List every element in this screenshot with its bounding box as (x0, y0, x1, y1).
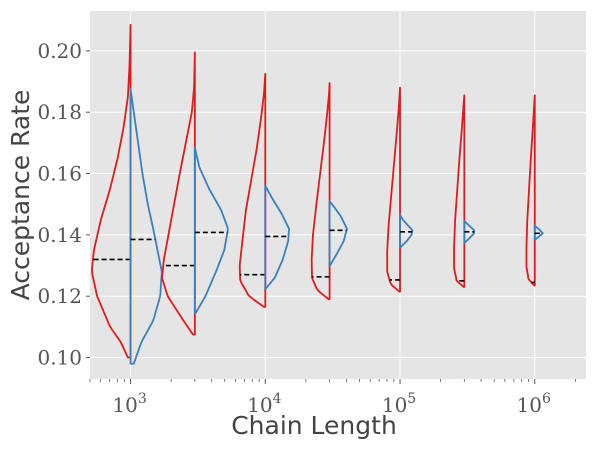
y-tick-label: 0.20 (37, 39, 82, 63)
y-tick-label: 0.12 (37, 284, 82, 308)
right-half-violin (399, 214, 414, 249)
left-half-violin (453, 94, 466, 288)
violins (91, 23, 544, 365)
left-half-violin (525, 94, 536, 287)
x-tick-label: 106 (517, 391, 551, 417)
y-axis-label: Acceptance Rate (6, 90, 35, 301)
x-tick-exponent: 3 (138, 391, 147, 407)
right-half-violin (264, 184, 290, 290)
left-half-violin (238, 72, 267, 308)
x-axis-label: Chain Length (231, 411, 397, 440)
y-tick-label: 0.10 (37, 346, 82, 370)
y-tick-label: 0.18 (37, 100, 82, 124)
y-tick-label: 0.14 (37, 223, 82, 247)
plot-background (90, 11, 586, 379)
x-tick-exponent: 6 (542, 391, 551, 407)
right-half-violin (328, 200, 348, 267)
right-half-violin (533, 224, 544, 241)
x-tick-base: 10 (517, 393, 542, 417)
x-ticks: 103 104 105 106 (89, 379, 576, 417)
x-tick-label: 103 (112, 391, 146, 417)
right-half-violin (463, 220, 476, 244)
x-tick-label: 105 (382, 391, 416, 417)
x-tick-exponent: 5 (407, 391, 416, 407)
y-tick-label: 0.16 (37, 162, 82, 186)
left-half-violin (310, 82, 331, 301)
x-tick-base: 10 (247, 393, 272, 417)
right-half-violin (193, 146, 229, 314)
x-tick-label: 104 (247, 391, 281, 417)
left-half-violin (91, 23, 132, 359)
left-half-violin (386, 86, 401, 293)
x-tick-base: 10 (112, 393, 137, 417)
y-ticks: 0.10 0.12 0.14 0.16 0.18 0.20 (37, 39, 90, 370)
x-tick-exponent: 4 (273, 391, 282, 407)
right-half-violin (129, 88, 163, 365)
left-half-violin (161, 51, 196, 336)
x-tick-base: 10 (382, 393, 407, 417)
